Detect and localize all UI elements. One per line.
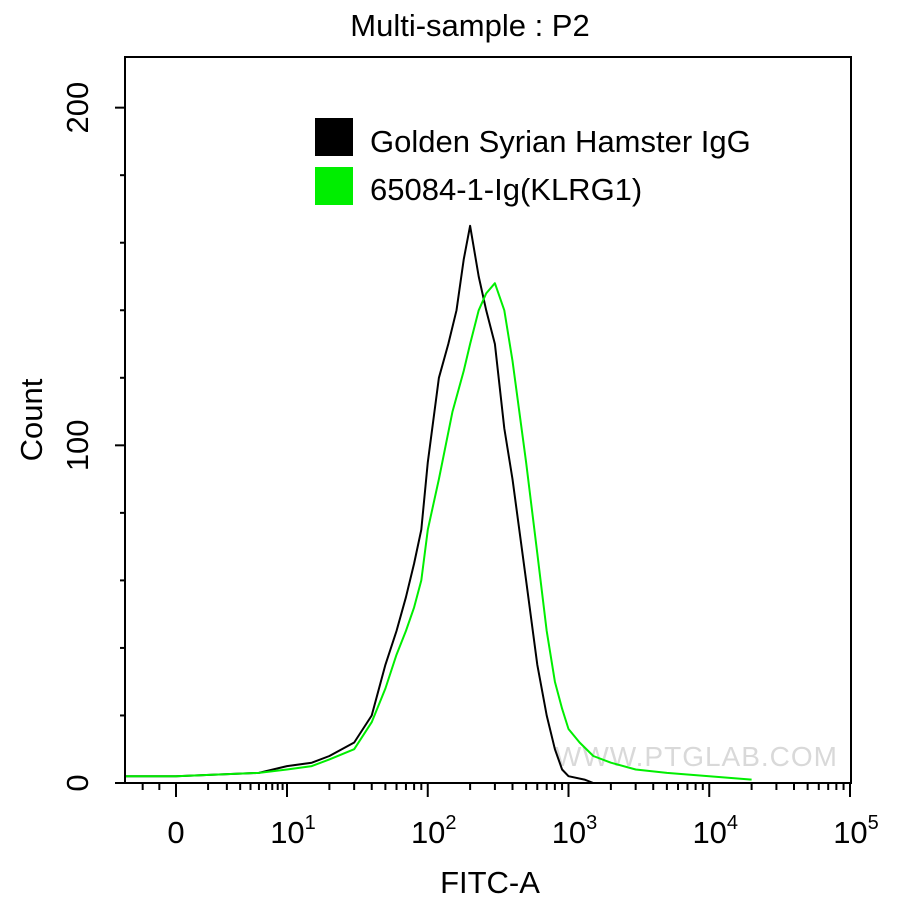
watermark: WWW.PTGLAB.COM: [555, 741, 838, 772]
x-tick-label: 0: [167, 815, 184, 850]
legend-swatch-igg: [315, 118, 353, 156]
x-tick-label: 101: [270, 812, 316, 850]
x-tick-label: 104: [692, 812, 738, 850]
x-tick-label: 102: [411, 812, 457, 850]
x-axis: 0 101 102 103 104 105: [141, 783, 879, 850]
y-axis-title: Count: [14, 378, 49, 461]
x-tick-label: 105: [833, 812, 879, 850]
y-axis: 0 100 200: [60, 82, 125, 792]
series-line-1: [126, 224, 611, 784]
x-axis-title: FITC-A: [440, 865, 540, 900]
series-line-2: [126, 282, 752, 781]
plot-frame: [124, 56, 852, 784]
x-tick-label: 103: [552, 812, 598, 850]
legend: Golden Syrian Hamster IgG 65084-1-Ig(KLR…: [315, 118, 751, 207]
y-tick-label: 100: [60, 419, 95, 471]
legend-label-klrg1: 65084-1-Ig(KLRG1): [370, 172, 642, 207]
y-tick-label: 0: [60, 774, 95, 791]
series-layer: [126, 224, 752, 784]
y-tick-label: 200: [60, 82, 95, 134]
legend-swatch-klrg1: [315, 167, 353, 205]
chart-title: Multi-sample : P2: [350, 8, 589, 43]
legend-label-igg: Golden Syrian Hamster IgG: [370, 124, 751, 159]
